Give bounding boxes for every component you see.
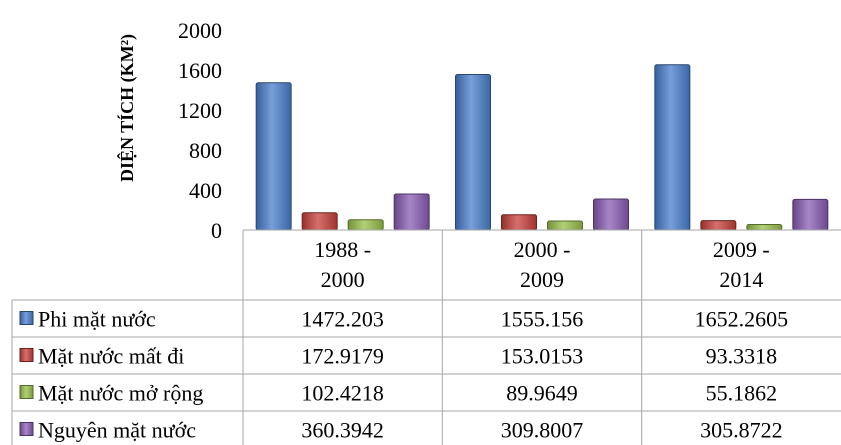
data-table-cell: 1555.156 <box>501 307 584 332</box>
legend-swatch <box>19 311 34 325</box>
bar <box>593 198 629 231</box>
legend-swatch <box>19 422 34 436</box>
data-table-cell: 309.8007 <box>501 418 584 443</box>
data-table-cell: 89.9649 <box>506 381 578 406</box>
category-label: 2009 - <box>713 237 770 262</box>
bar <box>393 193 430 231</box>
data-table-grid <box>11 229 841 445</box>
data-table-rows: Phi mặt nước 1472.203 1555.156 1652.2605 Mặt… <box>19 307 789 443</box>
bar <box>301 212 338 231</box>
y-tick-labels: 0 400 800 1200 1600 2000 <box>178 18 222 243</box>
data-table-cell: 360.3942 <box>301 418 384 443</box>
bar <box>654 64 691 231</box>
bar <box>501 214 537 231</box>
y-tick-label: 400 <box>189 178 222 203</box>
category-label: 1988 - <box>314 237 371 262</box>
y-tick-label: 1200 <box>178 98 222 123</box>
series-name: Nguyên mặt nước <box>38 418 196 443</box>
data-table-cell: 1472.203 <box>301 307 384 332</box>
bar <box>347 219 384 231</box>
category-label: 2000 - <box>514 237 571 262</box>
y-tick-label: 0 <box>211 218 222 243</box>
data-table-cell: 93.3318 <box>706 344 778 369</box>
bar <box>792 198 829 231</box>
data-table-cell: 305.8722 <box>700 418 783 443</box>
series-name: Phi mặt nước <box>38 307 156 332</box>
data-table-cell: 102.4218 <box>301 381 384 406</box>
data-table-cell: 153.0153 <box>501 344 584 369</box>
y-tick-label: 2000 <box>178 18 222 43</box>
y-tick-label: 1600 <box>178 58 222 83</box>
bar <box>547 220 583 231</box>
category-label: 2014 <box>719 267 763 292</box>
data-table-cell: 172.9179 <box>301 344 384 369</box>
series-name: Mặt nước mở rộng <box>38 381 203 406</box>
y-tick-label: 800 <box>189 138 222 163</box>
data-table-cell: 1652.2605 <box>695 307 789 332</box>
bar <box>455 73 491 231</box>
bar <box>255 82 292 231</box>
legend-swatch <box>19 348 34 362</box>
category-labels: 1988 - 2000 2000 - 2009 2009 - 2014 <box>314 237 769 292</box>
y-axis-label: DIỆN TÍCH (KM²) <box>116 34 138 182</box>
data-table-cell: 55.1862 <box>706 381 778 406</box>
bar <box>700 220 737 231</box>
series-name: Mặt nước mất đi <box>38 344 184 369</box>
bar <box>746 223 783 231</box>
category-label: 2000 <box>321 267 365 292</box>
category-label: 2009 <box>520 267 564 292</box>
bars <box>255 64 829 231</box>
legend-swatch <box>19 385 34 399</box>
